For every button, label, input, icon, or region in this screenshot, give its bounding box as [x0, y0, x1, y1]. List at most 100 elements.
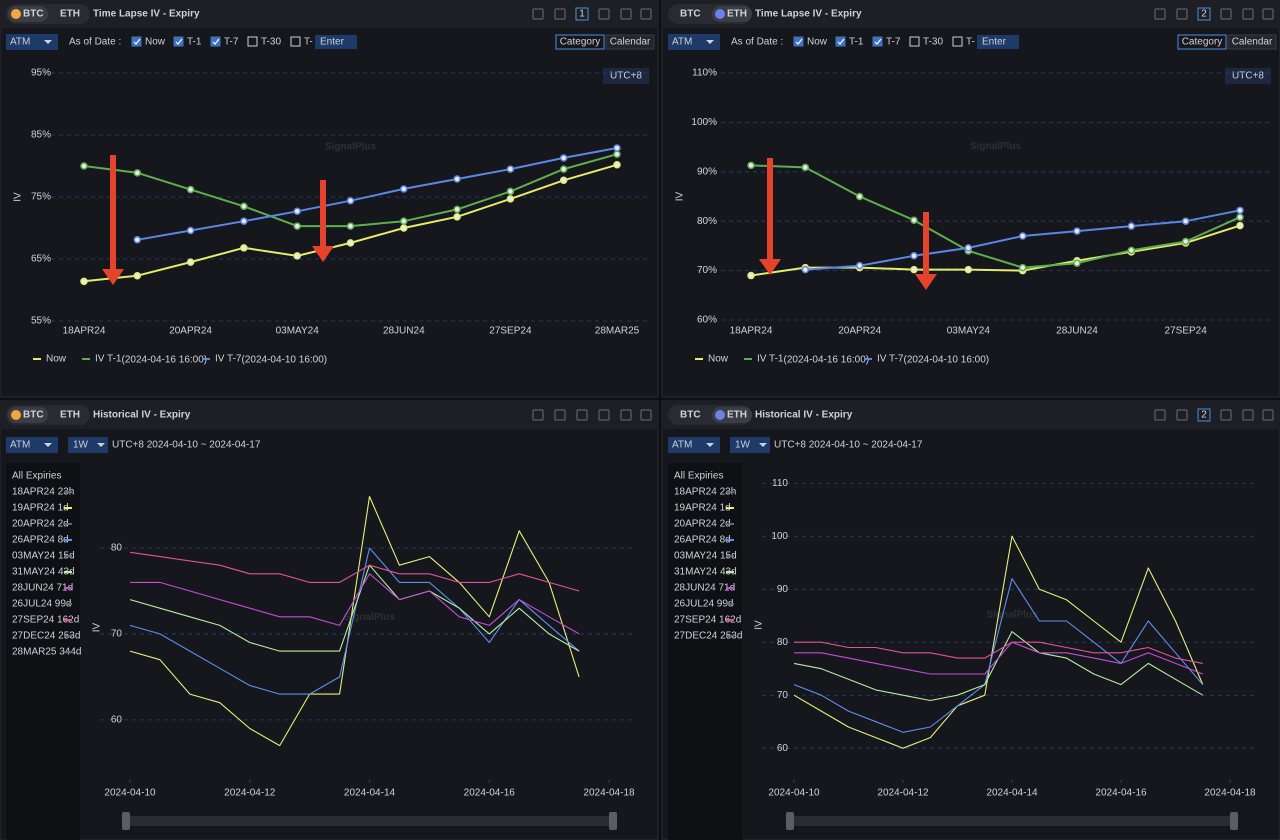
data-point [133, 169, 142, 177]
red-arrow [312, 180, 334, 262]
check-mark [133, 38, 141, 45]
mode-button[interactable] [555, 34, 605, 50]
header-icon[interactable] [598, 8, 610, 20]
expiry-item[interactable]: 27SEP24 162d [12, 615, 79, 626]
expiry-item[interactable]: 20APR24 2d [674, 519, 731, 530]
header-icon[interactable] [1154, 409, 1166, 421]
coin-tab[interactable]: ETH [727, 410, 747, 421]
coin-tab[interactable]: BTC [23, 410, 44, 421]
expiry-item[interactable]: 27DEC24 253d [12, 631, 80, 642]
y-axis-label: IV [675, 191, 686, 201]
slider-track[interactable] [126, 816, 613, 826]
data-point [855, 261, 864, 270]
expiry-item[interactable]: 27DEC24 253d [674, 631, 742, 642]
slider-handle[interactable] [1230, 812, 1238, 830]
legend-label[interactable]: IV T-1 [95, 354, 122, 365]
panel: BTC ETH Historical IV - Expiry ATM 1W UTC+8 2… [0, 400, 659, 840]
header-icon[interactable] [1242, 409, 1254, 421]
y-axis-label: IV [92, 622, 103, 632]
date-input[interactable] [977, 35, 1019, 49]
checkbox[interactable] [173, 36, 184, 47]
expiry-item[interactable]: 26JUL24 99d [674, 599, 734, 610]
expiry-item[interactable]: 19APR24 1d [12, 503, 69, 514]
watermark: SignalPlus [970, 141, 1022, 152]
header-icon[interactable] [554, 409, 566, 421]
header-icon[interactable] [1220, 409, 1232, 421]
annotation-arrows [102, 155, 937, 290]
header-icon[interactable] [1176, 8, 1188, 20]
slider-handle[interactable] [609, 812, 617, 830]
header-icon[interactable] [1176, 409, 1188, 421]
slider-track[interactable] [790, 816, 1234, 826]
x-tick-label: 18APR24 [63, 326, 106, 337]
checkbox[interactable] [210, 36, 221, 47]
checkbox[interactable] [290, 36, 301, 47]
expiry-item[interactable]: 28JUN24 71d [12, 583, 73, 594]
header-icon[interactable] [1242, 8, 1254, 20]
expiry-item[interactable]: 31MAY24 43d [12, 567, 75, 578]
checkbox[interactable] [793, 36, 804, 47]
mode-button[interactable] [1227, 34, 1277, 50]
header-icon[interactable] [1154, 8, 1166, 20]
legend-label[interactable]: Now [46, 354, 67, 365]
measure-select[interactable] [668, 437, 720, 453]
panel-title: Time Lapse IV - Expiry [755, 9, 862, 20]
checkbox[interactable] [872, 36, 883, 47]
expiry-item[interactable]: 03MAY24 15d [12, 551, 75, 562]
check-mark [837, 38, 845, 45]
expiry-item[interactable]: 26APR24 8d [674, 535, 731, 546]
legend-label[interactable]: IV T-1 [757, 354, 784, 365]
check-mark [874, 38, 882, 45]
expiry-item[interactable]: 28JUN24 71d [674, 583, 735, 594]
expiry-item[interactable]: 31MAY24 43d [674, 567, 737, 578]
checkbox[interactable] [952, 36, 963, 47]
header-icon[interactable] [1262, 8, 1274, 20]
expiry-item[interactable]: 26JUL24 99d [12, 599, 72, 610]
header-icon[interactable] [620, 8, 632, 20]
mode-button[interactable] [1177, 34, 1227, 50]
measure-select[interactable] [668, 34, 720, 50]
expiry-item[interactable]: 18APR24 23h [674, 487, 736, 498]
coin-tab[interactable]: ETH [60, 9, 80, 20]
expiry-item[interactable]: 20APR24 2d [12, 519, 69, 530]
header-icon[interactable] [640, 409, 652, 421]
expiry-item[interactable]: 19APR24 1d [674, 503, 731, 514]
range-select[interactable] [730, 437, 770, 453]
coin-tab[interactable]: BTC [680, 9, 701, 20]
coin-tab[interactable]: BTC [680, 410, 701, 421]
header-icon[interactable] [532, 409, 544, 421]
date-input[interactable] [315, 35, 357, 49]
header-icon[interactable] [640, 8, 652, 20]
checkbox[interactable] [131, 36, 142, 47]
header-icon[interactable] [554, 8, 566, 20]
expiry-item[interactable]: 28MAR25 344d [12, 647, 82, 658]
header-icon[interactable] [620, 409, 632, 421]
range-select[interactable] [68, 437, 108, 453]
legend-label[interactable]: IV T-7 [215, 354, 242, 365]
coin-tab[interactable]: ETH [727, 9, 747, 20]
expiry-item[interactable]: 27SEP24 162d [674, 615, 741, 626]
legend-label[interactable]: IV T-7 [877, 354, 904, 365]
coin-tab[interactable]: BTC [23, 9, 44, 20]
checkbox[interactable] [909, 36, 920, 47]
header-icon[interactable] [598, 409, 610, 421]
mode-button[interactable] [605, 34, 655, 50]
header-icon[interactable] [1262, 409, 1274, 421]
measure-select[interactable] [6, 437, 58, 453]
header-icon[interactable] [1220, 8, 1232, 20]
slider-handle[interactable] [786, 812, 794, 830]
measure-select[interactable] [6, 34, 58, 50]
coin-tab[interactable]: ETH [60, 410, 80, 421]
checkbox[interactable] [835, 36, 846, 47]
expiry-item[interactable]: 26APR24 8d [12, 535, 69, 546]
legend-label[interactable]: Now [708, 354, 729, 365]
slider-handle[interactable] [122, 812, 130, 830]
header-icon[interactable] [576, 409, 588, 421]
mode-label: Calendar [1232, 37, 1273, 48]
checkbox[interactable] [247, 36, 258, 47]
expiry-item[interactable]: 18APR24 23h [12, 487, 74, 498]
header-icon[interactable] [532, 8, 544, 20]
option-label: T-1 [187, 37, 202, 48]
expiry-item[interactable]: 03MAY24 15d [674, 551, 737, 562]
